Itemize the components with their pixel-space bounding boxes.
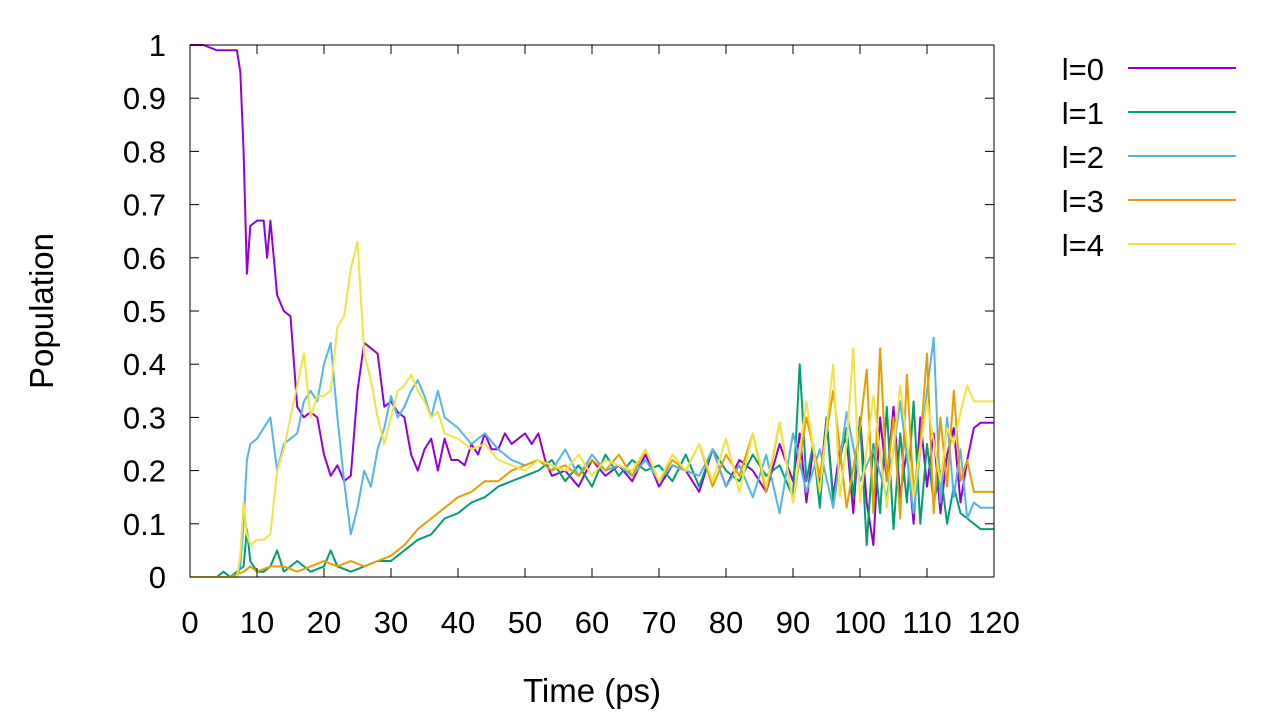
y-tick-label: 0.5 xyxy=(123,294,166,329)
legend-label: l=3 xyxy=(1062,184,1104,219)
legend-label: l=1 xyxy=(1062,96,1104,131)
tick-layer: 0 10 20 30 40 50 60 70 80 90 100 110 120 0 0.1 0.2 0.3 0.… xyxy=(123,28,1020,640)
legend-label: l=0 xyxy=(1062,52,1104,87)
y-tick-label: 1 xyxy=(149,28,166,63)
x-tick-label: 40 xyxy=(441,605,475,640)
series-layer xyxy=(190,44,994,578)
x-tick-label: 120 xyxy=(968,605,1020,640)
x-tick-label: 110 xyxy=(902,605,951,640)
y-tick-label: 0 xyxy=(149,560,166,595)
series-line-l4 xyxy=(190,240,994,578)
plot-frame xyxy=(189,44,995,578)
y-tick-label: 0.4 xyxy=(123,347,166,382)
y-tick-label: 0.1 xyxy=(123,507,166,542)
x-tick-label: 20 xyxy=(307,605,341,640)
x-tick-label: 10 xyxy=(240,605,274,640)
series-line-l1 xyxy=(190,363,994,578)
y-tick-label: 0.2 xyxy=(123,454,166,489)
x-tick-label: 60 xyxy=(575,605,609,640)
legend-label: l=4 xyxy=(1062,228,1104,263)
y-tick-label: 0.3 xyxy=(123,400,166,435)
x-tick-label: 80 xyxy=(709,605,743,640)
x-axis-label: Time (ps) xyxy=(523,672,661,709)
y-tick-label: 0.9 xyxy=(123,81,166,116)
x-tick-label: 30 xyxy=(374,605,408,640)
y-tick-label: 0.8 xyxy=(123,134,166,169)
y-tick-label: 0.7 xyxy=(123,188,166,223)
x-tick-label: 90 xyxy=(776,605,810,640)
x-tick-label: 70 xyxy=(642,605,676,640)
x-tick-label: 50 xyxy=(508,605,542,640)
series-line-l0 xyxy=(190,44,994,547)
x-tick-label: 100 xyxy=(834,605,886,640)
legend: l=0 l=1 l=2 l=3 l=4 xyxy=(1062,52,1236,263)
y-axis-label: Population xyxy=(23,233,60,389)
x-tick-label: 0 xyxy=(181,605,198,640)
y-tick-label: 0.6 xyxy=(123,241,166,276)
legend-label: l=2 xyxy=(1062,140,1104,175)
